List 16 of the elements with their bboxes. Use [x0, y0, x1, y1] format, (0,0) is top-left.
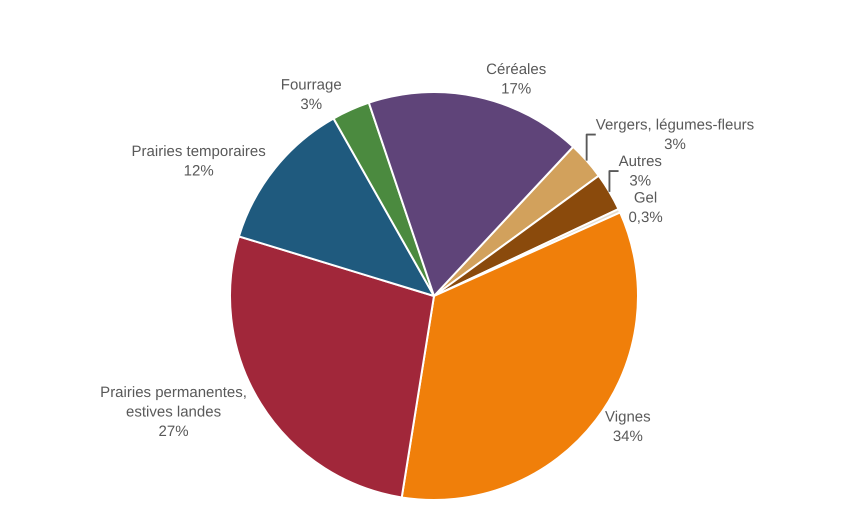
data-label: 0,3% — [628, 208, 663, 226]
slice-label: Fourrage — [280, 76, 342, 94]
data-label: 3% — [664, 136, 686, 153]
data-label: 17% — [501, 80, 532, 98]
data-label: 34% — [612, 428, 643, 446]
slice-label: Vignes — [605, 408, 651, 426]
data-label: 27% — [158, 422, 189, 440]
slice-label: Vergers, légumes-fleurs — [596, 116, 754, 134]
slice-label: Céréales — [486, 60, 546, 78]
slice-label: Gel — [634, 189, 658, 206]
slice-label: Autres — [618, 152, 662, 170]
data-label: 3% — [300, 96, 322, 113]
slice-label: Prairies permanentes, estives landes — [100, 384, 247, 420]
data-label: 12% — [184, 162, 214, 180]
slice-label: Prairies temporaires — [132, 142, 266, 160]
data-label: 3% — [629, 172, 652, 190]
